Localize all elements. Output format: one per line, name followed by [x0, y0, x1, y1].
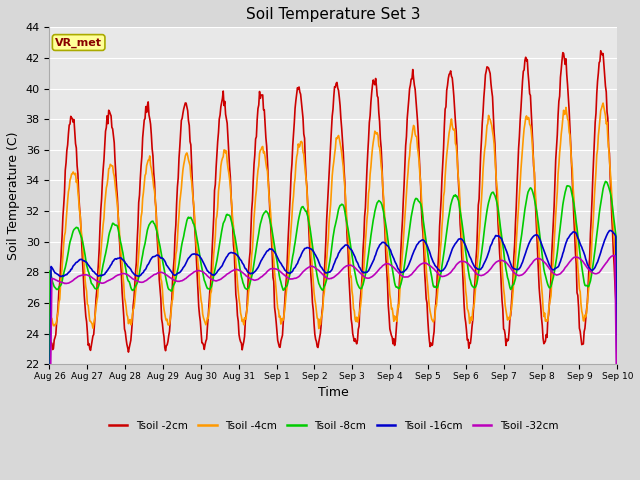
Tsoil -32cm — [45, 456, 53, 462]
Tsoil -32cm — [172, 278, 180, 284]
Tsoil -16cm — [202, 265, 210, 271]
Tsoil -2cm — [56, 280, 63, 286]
X-axis label: Time: Time — [318, 386, 349, 399]
Tsoil -8cm — [614, 393, 621, 398]
Tsoil -4cm — [115, 214, 122, 219]
Tsoil -4cm — [315, 326, 323, 332]
Tsoil -8cm — [115, 227, 122, 232]
Tsoil -2cm — [125, 349, 132, 355]
Tsoil -32cm — [614, 444, 621, 450]
Tsoil -16cm — [614, 420, 621, 426]
Line: Tsoil -16cm: Tsoil -16cm — [49, 230, 618, 440]
Tsoil -16cm — [115, 255, 122, 261]
Tsoil -4cm — [56, 297, 63, 302]
Tsoil -2cm — [115, 212, 122, 217]
Tsoil -4cm — [420, 233, 428, 239]
Text: VR_met: VR_met — [55, 37, 102, 48]
Y-axis label: Soil Temperature (C): Soil Temperature (C) — [7, 132, 20, 260]
Tsoil -4cm — [599, 100, 607, 106]
Tsoil -16cm — [419, 237, 427, 243]
Tsoil -32cm — [115, 272, 122, 278]
Tsoil -16cm — [403, 266, 410, 272]
Tsoil -32cm — [419, 260, 427, 266]
Line: Tsoil -4cm: Tsoil -4cm — [49, 103, 618, 329]
Tsoil -16cm — [56, 273, 63, 278]
Tsoil -32cm — [202, 271, 210, 277]
Tsoil -8cm — [403, 249, 410, 255]
Tsoil -2cm — [614, 319, 621, 325]
Tsoil -2cm — [203, 336, 211, 342]
Line: Tsoil -8cm: Tsoil -8cm — [49, 181, 618, 413]
Tsoil -32cm — [611, 252, 618, 258]
Line: Tsoil -32cm: Tsoil -32cm — [49, 255, 618, 459]
Tsoil -4cm — [202, 322, 210, 328]
Title: Soil Temperature Set 3: Soil Temperature Set 3 — [246, 7, 420, 22]
Tsoil -8cm — [202, 282, 210, 288]
Tsoil -32cm — [56, 279, 63, 285]
Tsoil -16cm — [45, 437, 53, 443]
Line: Tsoil -2cm: Tsoil -2cm — [49, 51, 618, 352]
Tsoil -2cm — [173, 201, 180, 206]
Tsoil -32cm — [403, 274, 410, 280]
Tsoil -8cm — [419, 216, 427, 222]
Tsoil -2cm — [420, 247, 428, 252]
Tsoil -2cm — [597, 48, 605, 54]
Tsoil -8cm — [602, 179, 609, 184]
Tsoil -4cm — [45, 300, 53, 306]
Tsoil -16cm — [606, 228, 614, 233]
Tsoil -8cm — [56, 283, 63, 289]
Tsoil -4cm — [172, 252, 180, 257]
Tsoil -16cm — [172, 272, 180, 278]
Tsoil -8cm — [45, 410, 53, 416]
Tsoil -2cm — [403, 115, 411, 121]
Tsoil -4cm — [403, 179, 411, 184]
Tsoil -4cm — [614, 282, 621, 288]
Tsoil -2cm — [45, 329, 53, 335]
Tsoil -8cm — [172, 276, 180, 281]
Legend: Tsoil -2cm, Tsoil -4cm, Tsoil -8cm, Tsoil -16cm, Tsoil -32cm: Tsoil -2cm, Tsoil -4cm, Tsoil -8cm, Tsoi… — [104, 417, 563, 435]
